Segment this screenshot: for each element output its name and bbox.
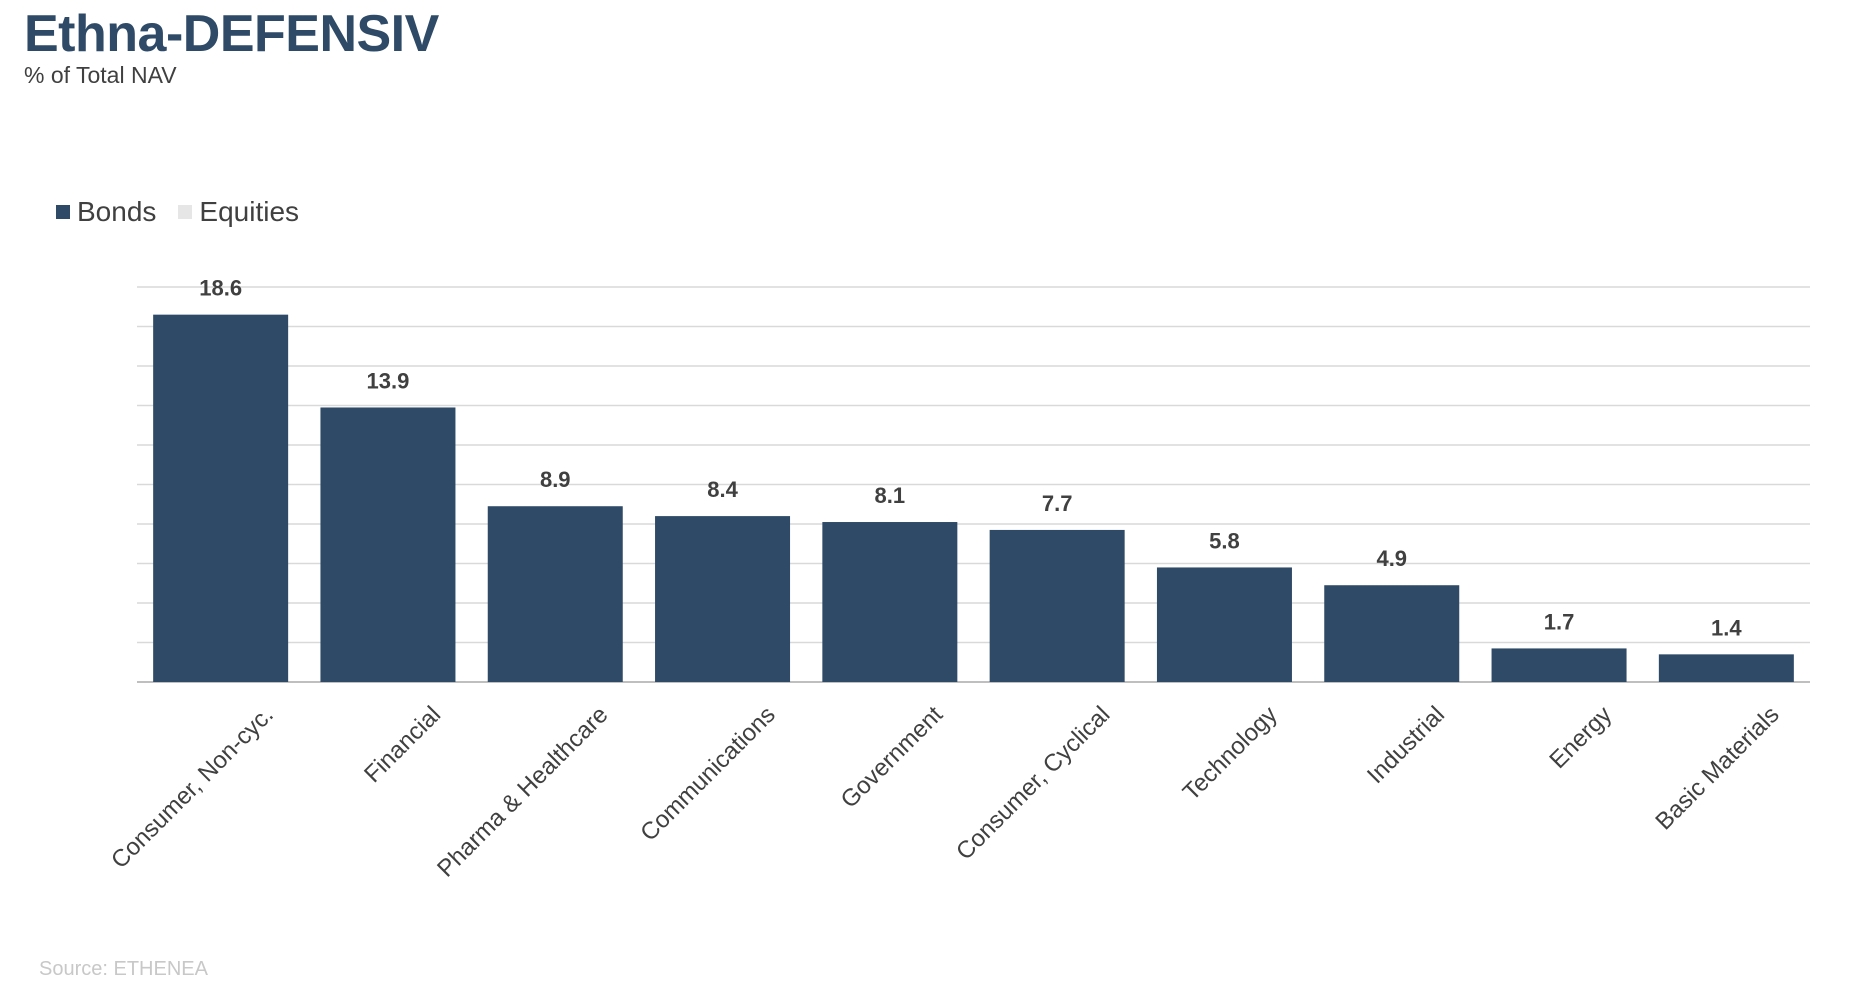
data-label: 8.1 — [875, 483, 906, 508]
bar — [1491, 648, 1627, 682]
legend-swatch-bonds — [56, 205, 70, 219]
category-label: Financial — [359, 701, 446, 788]
bar — [487, 506, 623, 682]
legend-label-equities: Equities — [199, 196, 300, 227]
chart-legend: Bonds Equities — [56, 196, 321, 228]
category-label: Consumer, Non-cyc. — [106, 701, 279, 874]
legend-item-bonds: Bonds — [56, 196, 156, 228]
bar — [655, 516, 791, 682]
category-label: Industrial — [1362, 701, 1450, 789]
data-label: 1.7 — [1544, 609, 1575, 634]
category-label: Energy — [1544, 701, 1617, 774]
data-label: 7.7 — [1042, 491, 1073, 516]
data-label: 18.6 — [199, 276, 242, 301]
category-label: Consumer, Cyclical — [951, 701, 1115, 865]
source-note: Source: ETHENEA — [39, 958, 208, 980]
category-label: Government — [836, 701, 949, 814]
chart-subtitle: % of Total NAV — [24, 62, 177, 88]
bar — [320, 407, 456, 682]
data-label: 13.9 — [367, 368, 410, 393]
chart-title: Ethna-DEFENSIV — [24, 5, 439, 63]
data-label: 8.9 — [540, 467, 571, 492]
bar — [822, 522, 958, 682]
category-label: Basic Materials — [1650, 701, 1784, 835]
data-label: 5.8 — [1209, 528, 1240, 553]
bar — [1324, 585, 1460, 682]
category-label: Communications — [635, 701, 780, 846]
bar — [153, 314, 289, 682]
data-label: 1.4 — [1711, 615, 1742, 640]
legend-swatch-equities — [178, 205, 193, 219]
category-label: Pharma & Healthcare — [432, 701, 613, 882]
legend-item-equities: Equities — [178, 196, 299, 228]
data-label: 4.9 — [1376, 546, 1407, 571]
data-label: 8.4 — [707, 477, 738, 502]
bar — [1658, 654, 1794, 682]
bar — [989, 529, 1125, 682]
category-label: Technology — [1178, 701, 1283, 806]
bar — [1156, 567, 1292, 682]
legend-label-bonds: Bonds — [77, 196, 157, 227]
